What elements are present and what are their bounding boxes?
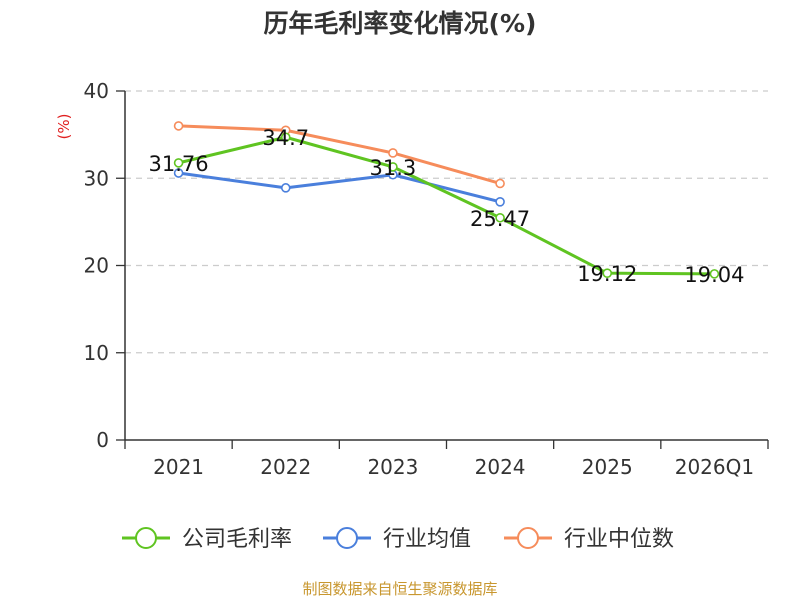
data-point [495, 178, 505, 189]
chart-title: 历年毛利率变化情况(%) [263, 9, 537, 38]
data-point [495, 212, 505, 223]
data-point [173, 158, 184, 168]
y-tick-label: 20 [84, 254, 109, 278]
y-axis-label: (%) [55, 114, 73, 140]
data-point [173, 168, 184, 178]
grid-lines [125, 90, 768, 354]
series-lines [173, 121, 720, 279]
data-label: 31.3 [370, 156, 417, 180]
legend-marker [517, 527, 539, 549]
data-point [602, 268, 613, 278]
y-tick-label: 30 [84, 166, 109, 190]
legend-label: 行业中位数 [564, 527, 674, 552]
y-tick-label: 0 [96, 428, 109, 452]
x-tick-label: 2025 [582, 455, 633, 479]
x-tick-label: 2021 [153, 455, 204, 479]
x-tick-label: 2023 [367, 455, 418, 479]
legend-label: 行业均值 [383, 527, 471, 552]
legend-marker [336, 527, 358, 549]
data-source-note: 制图数据来自恒生聚源数据库 [302, 580, 498, 598]
x-tick-label: 2022 [260, 455, 311, 479]
data-point [495, 197, 505, 207]
series-line [178, 171, 501, 204]
x-tick-label: 2026Q1 [675, 455, 754, 479]
x-tick-label: 2024 [475, 455, 526, 479]
legend: 公司毛利率 行业均值 行业中位数 [122, 527, 674, 552]
axes: 0 10 20 30 40 (%) 2021 2022 2023 2024 2025 2026Q1 [55, 79, 769, 479]
series-line [178, 124, 501, 185]
data-point [388, 148, 398, 158]
legend-item: 行业中位数 [504, 527, 674, 552]
legend-label: 公司毛利率 [182, 527, 292, 552]
y-tick-label: 10 [84, 341, 109, 365]
data-label: 19.12 [577, 262, 637, 286]
series-line [178, 135, 715, 276]
y-tick-label: 40 [84, 79, 109, 103]
data-label: 31.76 [149, 152, 209, 176]
data-label: 25.47 [470, 207, 530, 231]
data-label: 19.04 [684, 263, 744, 287]
data-label: 34.7 [262, 126, 309, 150]
data-labels: 31.76 34.7 31.3 25.47 19.12 19.04 [149, 126, 745, 287]
data-point [709, 269, 720, 279]
data-point [280, 183, 291, 193]
legend-item: 公司毛利率 [122, 527, 292, 552]
data-point [173, 121, 184, 131]
data-point [280, 132, 291, 143]
legend-item: 行业均值 [323, 527, 471, 552]
legend-marker [135, 527, 157, 549]
data-point [388, 162, 398, 172]
